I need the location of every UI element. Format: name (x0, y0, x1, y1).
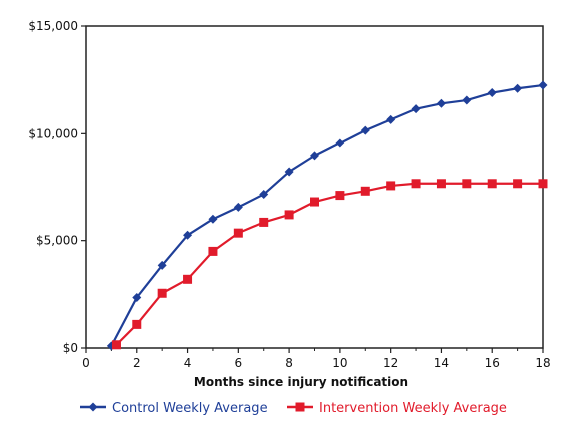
data-point (335, 191, 345, 201)
legend-marker (295, 402, 305, 412)
data-point (436, 179, 446, 189)
data-point (284, 167, 294, 177)
data-point (462, 95, 472, 105)
data-point (259, 217, 269, 227)
data-point (310, 151, 319, 161)
legend: Control Weekly Average Intervention Weekl… (80, 401, 507, 416)
data-point (183, 230, 193, 240)
x-axis-label: Months since injury notification (194, 375, 408, 389)
data-point (208, 214, 218, 224)
data-point (132, 319, 142, 329)
x-tick-label: 4 (184, 356, 192, 370)
data-point (233, 202, 243, 212)
series-control (106, 80, 548, 351)
data-point (132, 293, 142, 303)
data-point (233, 228, 243, 238)
data-point (284, 210, 294, 220)
data-point (411, 179, 421, 189)
x-tick-label: 10 (332, 356, 347, 370)
x-tick-label: 14 (434, 356, 449, 370)
data-point (513, 179, 523, 189)
data-point (538, 80, 548, 90)
series-line (115, 182, 543, 346)
y-tick-label: $0 (63, 341, 78, 355)
data-point (487, 88, 497, 98)
y-tick-label: $10,000 (28, 126, 78, 140)
x-tick-label: 8 (285, 356, 293, 370)
x-tick-label: 6 (235, 356, 243, 370)
legend-label: Control Weekly Average (112, 401, 268, 416)
y-tick-label: $5,000 (36, 234, 78, 248)
legend-label: Intervention Weekly Average (319, 401, 507, 416)
x-tick-label: 18 (535, 356, 550, 370)
axes: $0 $5,000 $10,000 $15,000 0 2 4 6 8 10 12 14 16 18 (28, 19, 550, 370)
y-tick-label: $15,000 (28, 19, 78, 33)
data-point (487, 179, 497, 189)
data-point (411, 104, 421, 114)
data-point (538, 179, 548, 189)
data-point (208, 246, 218, 256)
plot-frame (85, 25, 544, 349)
data-point (335, 138, 345, 148)
x-tick-label: 12 (383, 356, 398, 370)
x-tick-label: 0 (82, 356, 90, 370)
data-point (157, 260, 167, 270)
data-point (386, 181, 396, 191)
data-point (462, 179, 472, 189)
data-point (360, 186, 370, 196)
legend-marker (88, 402, 98, 412)
data-point (360, 125, 370, 135)
data-point (157, 288, 167, 298)
series-layer (106, 80, 548, 351)
data-point (310, 197, 319, 207)
x-tick-label: 2 (133, 356, 141, 370)
series-intervention (111, 179, 548, 350)
legend-item: Control Weekly Average (80, 401, 268, 416)
data-point (111, 340, 121, 350)
legend-item: Intervention Weekly Average (287, 401, 507, 416)
data-point (183, 274, 193, 284)
x-tick-label: 16 (485, 356, 500, 370)
data-point (259, 190, 269, 200)
data-point (436, 98, 446, 108)
data-point (386, 114, 396, 124)
data-point (513, 83, 523, 93)
series-line (110, 83, 544, 347)
